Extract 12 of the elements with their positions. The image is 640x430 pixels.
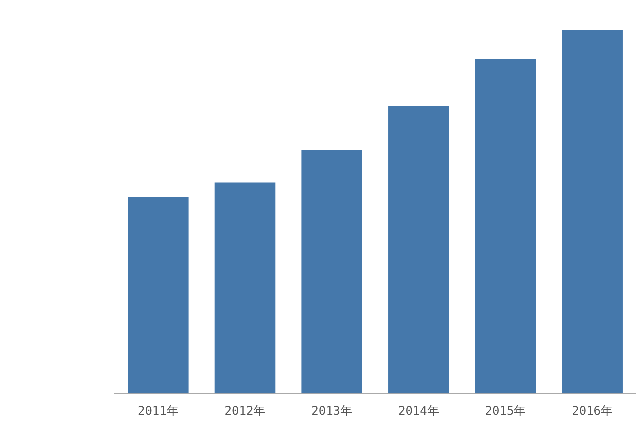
x-tick-label: 2016年 bbox=[572, 404, 614, 418]
bar bbox=[214, 182, 276, 394]
bar bbox=[302, 150, 362, 394]
x-tick-label: 2014年 bbox=[398, 404, 440, 418]
bar bbox=[128, 197, 189, 394]
x-tick-label: 2015年 bbox=[485, 404, 526, 418]
x-tick-label: 2011年 bbox=[138, 404, 179, 418]
x-tick-label: 2012年 bbox=[224, 404, 266, 418]
bar bbox=[388, 106, 450, 394]
x-tick-label: 2013年 bbox=[312, 404, 353, 418]
bar bbox=[475, 59, 536, 394]
bar bbox=[562, 30, 623, 394]
